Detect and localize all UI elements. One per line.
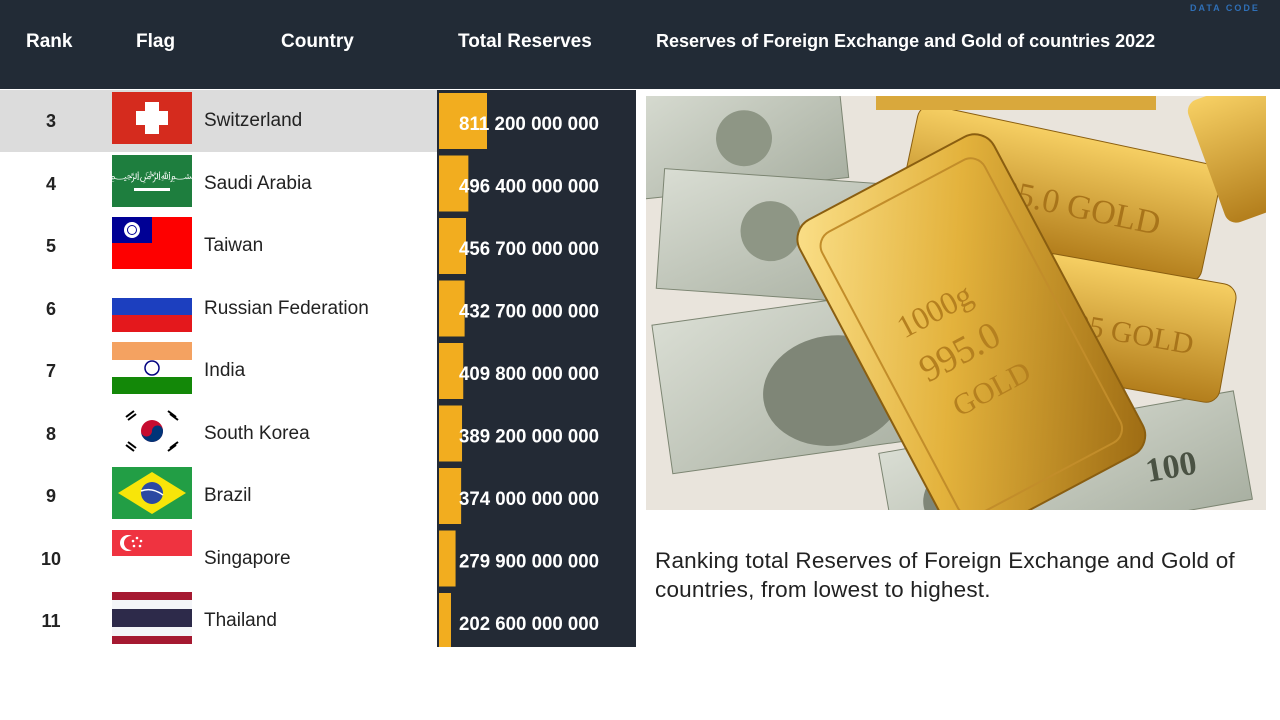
- table-row: 8 South Korea: [0, 403, 437, 465]
- flag-icon: [112, 529, 192, 582]
- bar-value-label: 811 200 000 000: [459, 114, 599, 135]
- bar-value-label: 432 700 000 000: [459, 302, 599, 323]
- flag-icon: [112, 342, 192, 394]
- table-row: 5 Taiwan: [0, 215, 437, 277]
- bar-taiwan: [439, 218, 467, 274]
- country-cell: India: [204, 360, 246, 381]
- rank-column-header: Rank: [26, 31, 73, 52]
- bar-value-label: 496 400 000 000: [459, 177, 599, 198]
- rank-cell: 9: [45, 486, 56, 506]
- bar-thailand: [439, 593, 451, 647]
- bar-india: [439, 343, 464, 399]
- bar-value-label: 409 800 000 000: [459, 364, 599, 385]
- country-cell: Switzerland: [204, 110, 303, 131]
- reserves-bar-chart: 811 200 000 000 496 400 000 000 456 700 00…: [437, 90, 636, 647]
- country-cell: South Korea: [204, 422, 310, 444]
- bar-switzerland: [439, 93, 487, 149]
- rank-cell: 11: [41, 611, 61, 631]
- country-cell: Thailand: [204, 610, 277, 631]
- rank-cell: 5: [45, 236, 56, 256]
- table-row: 3 Switzerland: [0, 90, 437, 152]
- table-header: Rank Flag Country Total Reserves Reserve…: [0, 0, 1280, 89]
- rank-cell: 6: [45, 298, 56, 319]
- table-row: 10 Singapore: [0, 528, 437, 590]
- rank-cell: 8: [45, 423, 56, 444]
- flag-icon: [112, 217, 192, 269]
- flag-icon: [112, 467, 192, 519]
- country-cell: Taiwan: [204, 235, 264, 256]
- flag-column-header: Flag: [136, 31, 176, 52]
- svg-text:﷽: ﷽: [112, 169, 192, 184]
- chart-caption: Ranking total Reserves of Foreign Exchan…: [655, 548, 1235, 602]
- watermark-logo: DATA CODE: [1190, 3, 1260, 13]
- flag-icon: ﷽: [112, 154, 192, 207]
- bar-saudi-arabia: [439, 155, 469, 212]
- rank-cell: 4: [45, 173, 56, 194]
- bar-value-label: 279 900 000 000: [459, 552, 599, 573]
- bar-value-label: 374 000 000 000: [459, 489, 599, 510]
- bar-brazil: [439, 468, 462, 524]
- table-row: 11 Thailand: [0, 590, 437, 652]
- bar-chart-svg: 811 200 000 000 496 400 000 000 456 700 00…: [439, 93, 599, 647]
- bar-singapore: [439, 530, 456, 587]
- table-row: 9 Brazil: [0, 465, 437, 527]
- bar-value-label: 389 200 000 000: [459, 427, 599, 448]
- table-row: 7 India: [0, 340, 437, 402]
- table-row: 4 ﷽ Saudi Arabia: [0, 153, 437, 215]
- gold-and-dollars-photo: 100 995.0 GOLD 995 GOLD 1000g 995.0 GOLD: [646, 96, 1266, 510]
- bar-south-korea: [439, 405, 463, 462]
- rank-cell: 10: [40, 548, 62, 569]
- total-reserves-column-header: Total Reserves: [458, 31, 592, 52]
- country-column-header: Country: [281, 31, 354, 52]
- rank-cell: 7: [45, 361, 56, 381]
- table-row: 6 Russian Federation: [0, 278, 437, 340]
- flag-icon: [112, 92, 192, 144]
- country-cell: Brazil: [204, 485, 252, 506]
- bar-value-label: 202 600 000 000: [459, 614, 599, 635]
- bar-value-label: 456 700 000 000: [459, 239, 599, 260]
- flag-icon: [112, 279, 192, 332]
- country-cell: Singapore: [204, 547, 291, 569]
- bar-russian-federation: [439, 280, 465, 337]
- flag-icon: [112, 404, 192, 457]
- country-cell: Saudi Arabia: [204, 172, 312, 194]
- rank-cell: 3: [45, 111, 56, 131]
- chart-title: Reserves of Foreign Exchange and Gold of…: [656, 31, 1156, 51]
- flag-icon: [112, 592, 192, 644]
- svg-text:100: 100: [1143, 445, 1200, 490]
- country-cell: Russian Federation: [204, 297, 369, 319]
